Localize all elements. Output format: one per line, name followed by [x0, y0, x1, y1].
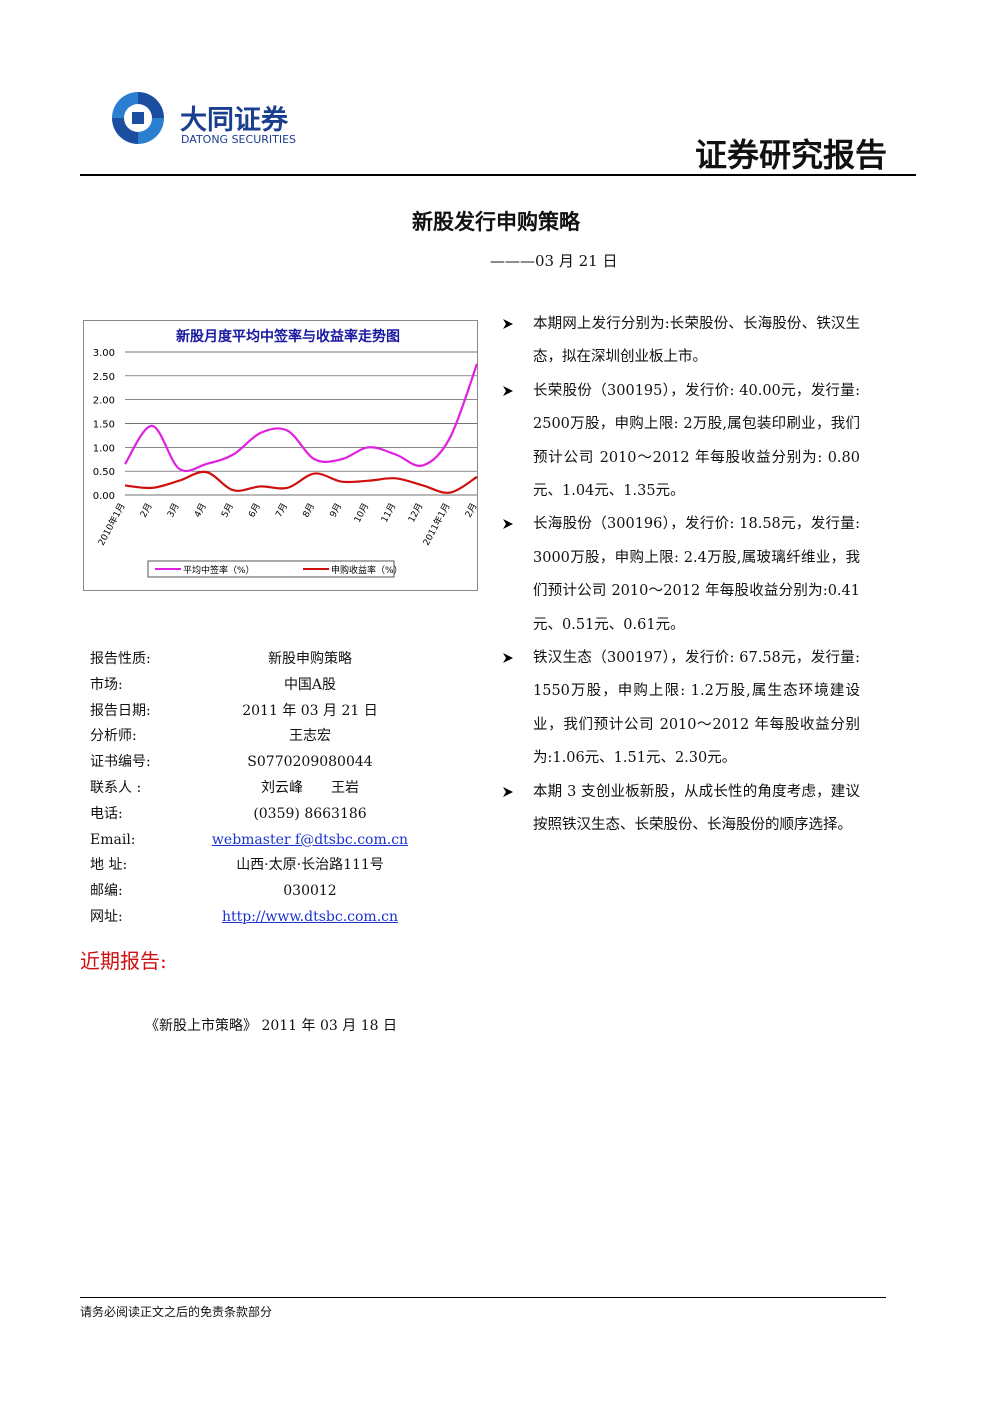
- info-label: 邮编:: [90, 883, 123, 900]
- bullet: 本期网上发行分别为:长荣股份、长海股份、铁汉生态，拟在深圳创业板上市。: [500, 308, 860, 375]
- info-row: 电话: (0359) 8663186: [90, 801, 430, 827]
- info-value: 新股申购策略: [268, 651, 352, 667]
- y-tick-label: 0.50: [93, 467, 115, 478]
- info-row: Email: webmaster f@dtsbc.com.cn: [90, 827, 430, 853]
- chart-frame: [83, 320, 478, 591]
- info-row: 市场: 中国A股: [90, 672, 430, 698]
- info-row: 联系人 : 刘云峰 王岩: [90, 775, 430, 801]
- legend-label: 申购收益率（%）: [331, 564, 403, 576]
- y-tick-label: 2.00: [93, 396, 115, 407]
- footer-note: 请务必阅读正文之后的免责条款部分: [80, 1305, 273, 1319]
- info-value: 中国A股: [283, 676, 337, 693]
- info-row: 报告性质: 新股申购策略: [90, 646, 430, 672]
- bullet: 铁汉生态（300197），发行价: 67.58元，发行量: 1550万股，申购上…: [500, 642, 860, 776]
- info-value: S0770209080044: [247, 754, 373, 771]
- bullet-marker: [503, 653, 513, 664]
- chart-title: 新股月度平均中签率与收益率走势图: [176, 328, 400, 345]
- info-value: 刘云峰 王岩: [261, 780, 359, 796]
- subtitle: ———03 月 21 日: [490, 252, 618, 270]
- bullet: 长海股份（300196），发行价: 18.58元，发行量: 3000万股，申购上…: [500, 508, 860, 642]
- title: 新股发行申购策略: [412, 209, 580, 234]
- y-tick-label: 2.50: [93, 372, 115, 383]
- info-label: 地 址:: [90, 857, 128, 874]
- bullet: 长荣股份（300195），发行价: 40.00元，发行量: 2500万股，申购上…: [500, 375, 860, 509]
- info-row: 报告日期: 2011 年 03 月 21 日: [90, 698, 430, 724]
- logo-mark: [112, 92, 164, 144]
- bullet: 本期 3 支创业板新股，从成长性的角度考虑，建议按照铁汉生态、长荣股份、长海股份…: [500, 776, 860, 843]
- info-value: 030012: [283, 883, 337, 900]
- info-value: (0359) 8663186: [253, 805, 367, 822]
- chart: 新股月度平均中签率与收益率走势图 0.00 0.50 1.00 1.50 2.00 2.5…: [83, 320, 479, 591]
- legend-box: [147, 560, 395, 578]
- info-row: 证书编号: S0770209080044: [90, 749, 430, 775]
- info-label: Email:: [90, 831, 136, 848]
- info-row: 分析师: 王志宏: [90, 723, 430, 749]
- legend-label: 平均中签率（%）: [183, 564, 255, 576]
- info-link[interactable]: webmaster f@dtsbc.com.cn: [211, 831, 409, 848]
- info-value: 山西·太原·长治路111号: [236, 857, 384, 874]
- info-label: 报告日期:: [90, 702, 151, 719]
- company-name-en: DATONG SECURITIES: [181, 133, 297, 146]
- info-link[interactable]: http://www.dtsbc.com.cn: [222, 909, 398, 925]
- info-label: 报告性质:: [90, 651, 151, 667]
- bullet-marker: [503, 319, 513, 329]
- info-row: 地 址: 山西·太原·长治路111号: [90, 852, 430, 878]
- bullet-marker: [503, 519, 513, 530]
- y-tick-label: 3.00: [93, 348, 115, 359]
- report-type: 证券研究报告: [695, 136, 888, 174]
- company-name: 大同证券: [180, 105, 288, 136]
- info-row: 邮编: 030012: [90, 878, 430, 904]
- series-line: [124, 470, 478, 494]
- bullet-marker: [503, 786, 513, 797]
- info-label: 电话:: [90, 805, 123, 822]
- y-tick-label: 0.00: [93, 491, 115, 502]
- bullet-list: 本期网上发行分别为:长荣股份、长海股份、铁汉生态，拟在深圳创业板上市。 长荣股份（…: [500, 308, 860, 843]
- bullet-marker: [503, 385, 513, 396]
- y-tick-label: 1.00: [93, 443, 115, 454]
- info-value: 2011 年 03 月 21 日: [242, 702, 378, 719]
- series-line: [124, 363, 479, 473]
- info-label: 分析师:: [90, 728, 137, 745]
- info-row: 网址: http://www.dtsbc.com.cn: [90, 904, 430, 930]
- recent-item[interactable]: 《新股上市策略》 2011 年 03 月 18 日: [145, 1018, 397, 1034]
- info-label: 市场:: [90, 676, 123, 693]
- header-rule: [80, 174, 916, 176]
- info-label: 证书编号:: [90, 754, 151, 771]
- y-tick-label: 1.50: [93, 420, 115, 431]
- info-label: 网址:: [90, 909, 123, 925]
- info-value: 王志宏: [289, 728, 331, 745]
- footer-rule: [80, 1297, 886, 1298]
- recent-heading: 近期报告:: [80, 949, 167, 973]
- info-label: 联系人 :: [90, 780, 142, 796]
